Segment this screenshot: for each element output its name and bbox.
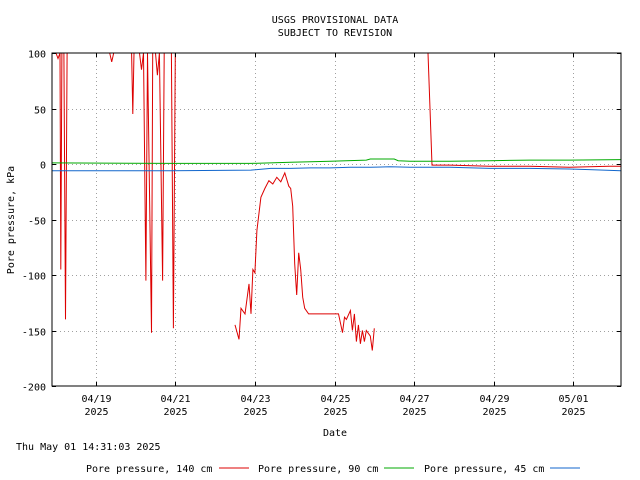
series-lines (51, 52, 622, 351)
y-tick-label: -200 (22, 383, 46, 394)
series-line-0 (424, 52, 621, 168)
legend-label-90cm: Pore pressure, 90 cm (258, 464, 378, 475)
series-line-0 (54, 52, 176, 333)
x-axis-label: Date (323, 428, 347, 439)
x-tick-label-date: 04/19 (81, 394, 111, 405)
y-tick-label: -100 (22, 272, 46, 283)
x-tick-label-date: 04/23 (240, 394, 270, 405)
legend-item-140cm: Pore pressure, 140 cm (86, 464, 249, 475)
x-tick-label-date: 05/01 (558, 394, 588, 405)
y-tick-label: 50 (34, 106, 46, 117)
x-tick-label-date: 04/27 (399, 394, 429, 405)
legend-label-45cm: Pore pressure, 45 cm (424, 464, 544, 475)
x-tick-label-year: 2025 (482, 407, 506, 418)
y-tick-label: -50 (28, 217, 46, 228)
legend-item-90cm: Pore pressure, 90 cm (258, 464, 414, 475)
legend-label-140cm: Pore pressure, 140 cm (86, 464, 212, 475)
y-tick-label: -150 (22, 328, 46, 339)
series-line-2 (52, 166, 622, 172)
x-axis-ticks: 04/19 2025 04/21 2025 04/23 2025 04/25 2025 04/2… (81, 53, 589, 418)
generated-timestamp: Thu May 01 14:31:03 2025 (16, 442, 161, 453)
x-tick-label-year: 2025 (163, 407, 187, 418)
x-tick-label-year: 2025 (323, 407, 347, 418)
x-tick-label-date: 04/25 (320, 394, 350, 405)
x-tick-label-year: 2025 (243, 407, 267, 418)
x-tick-label-date: 04/21 (160, 394, 190, 405)
series-line-0 (234, 171, 375, 351)
y-tick-label: 100 (28, 50, 46, 61)
x-tick-label-date: 04/29 (479, 394, 509, 405)
y-axis-label: Pore pressure, kPa (6, 166, 17, 274)
x-tick-label-year: 2025 (561, 407, 585, 418)
legend-item-45cm: Pore pressure, 45 cm (424, 464, 580, 475)
chart-subtitle: SUBJECT TO REVISION (278, 28, 392, 39)
x-tick-label-year: 2025 (402, 407, 426, 418)
chart-title: USGS PROVISIONAL DATA (272, 15, 398, 26)
grid-lines (52, 53, 621, 386)
series-line-1 (51, 158, 622, 164)
y-tick-label: 0 (40, 161, 46, 172)
plot-frame (51, 52, 622, 387)
y-axis-ticks: 100 50 0 -50 -100 -150 -200 (22, 50, 621, 394)
legend: Pore pressure, 140 cm Pore pressure, 90 … (86, 464, 580, 475)
x-tick-label-year: 2025 (84, 407, 108, 418)
